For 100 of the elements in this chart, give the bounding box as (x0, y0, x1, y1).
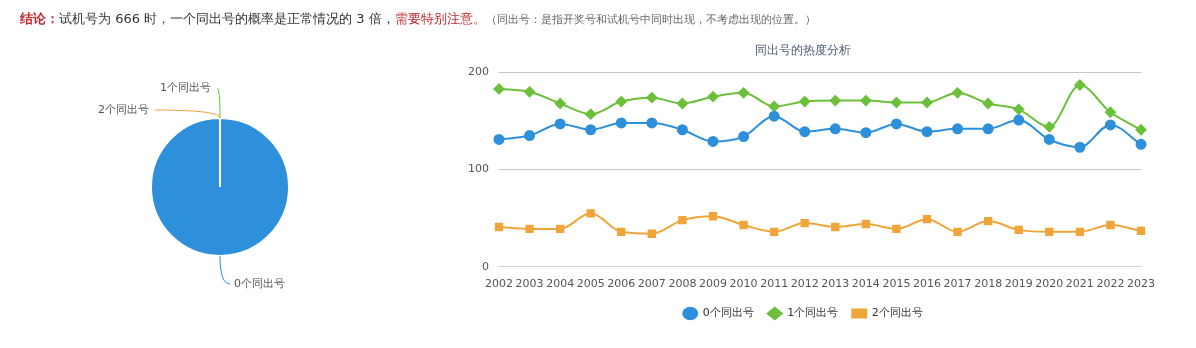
point (647, 229, 657, 238)
legend-label: 1个同出号 (787, 306, 839, 320)
point (1074, 79, 1086, 91)
point (554, 118, 566, 130)
point (829, 123, 841, 135)
point (982, 123, 994, 135)
point (952, 123, 964, 135)
y-tick-label: 0 (482, 259, 489, 273)
point (1075, 227, 1085, 236)
point (1013, 114, 1025, 126)
x-tick-label: 2012 (790, 277, 819, 291)
point (952, 87, 964, 99)
point (799, 126, 811, 138)
legend-label: 0个同出号 (702, 306, 754, 320)
point (708, 212, 718, 221)
point (953, 227, 962, 236)
text: 结论： (20, 11, 59, 26)
point (1043, 121, 1055, 133)
x-tick-label: 2005 (576, 277, 605, 291)
y-tick-label: 200 (468, 65, 489, 79)
point (890, 97, 902, 109)
point (1135, 124, 1147, 136)
point (617, 227, 626, 236)
point (1104, 119, 1116, 131)
point (768, 100, 780, 112)
point (799, 96, 811, 108)
x-tick-label: 2007 (637, 277, 666, 291)
x-tick-label: 2018 (974, 277, 1003, 291)
point (1043, 133, 1055, 145)
point (1135, 138, 1147, 150)
x-tick-label: 2021 (1065, 277, 1094, 291)
x-tick-label: 2019 (1004, 277, 1033, 291)
point (1074, 141, 1086, 153)
point (1045, 227, 1054, 236)
x-tick-label: 2016 (913, 277, 941, 291)
category-label: 2个同出号 (98, 102, 149, 116)
point (738, 131, 750, 143)
point (861, 219, 871, 229)
x-tick-label: 2011 (760, 277, 789, 291)
x-tick-label: 2014 (851, 277, 880, 291)
point (676, 98, 688, 109)
point (922, 214, 932, 224)
point (738, 87, 750, 99)
point (585, 124, 597, 136)
point (615, 117, 627, 129)
x-tick-label: 2009 (699, 277, 727, 291)
point (524, 86, 536, 98)
point (768, 110, 780, 122)
point (707, 91, 719, 103)
x-tick-label: 2004 (546, 277, 575, 291)
point (554, 98, 566, 109)
point (493, 133, 505, 145)
point (585, 108, 597, 120)
point (646, 117, 658, 129)
point (769, 227, 779, 236)
point (739, 220, 748, 230)
point (1013, 103, 1025, 115)
point (1106, 220, 1115, 230)
point (494, 222, 504, 232)
x-tick-label: 2008 (668, 277, 697, 291)
x-tick-label: 2010 (729, 277, 758, 291)
point (921, 126, 933, 138)
x-tick-label: 2002 (485, 277, 513, 291)
point (860, 127, 872, 139)
point (831, 222, 840, 232)
text: （同出号：是指开奖号和试机号中同时出现，不考虑出现的位置。） (485, 13, 816, 26)
point (525, 224, 534, 234)
point (524, 130, 536, 142)
x-tick-label: 2003 (515, 277, 544, 291)
x-tick-label: 2015 (882, 277, 911, 291)
point (860, 95, 872, 107)
point (921, 97, 933, 109)
legend-label: 2个同出号 (871, 306, 923, 320)
point (555, 224, 565, 234)
point (1104, 106, 1116, 118)
point (493, 83, 505, 95)
point (800, 218, 809, 228)
x-tick-label: 2022 (1096, 277, 1125, 291)
text: 需要特别注意。 (394, 11, 486, 26)
point (982, 98, 994, 109)
point (586, 209, 595, 218)
x-tick-label: 2013 (821, 277, 850, 291)
point (829, 95, 841, 107)
x-tick-label: 2020 (1035, 277, 1064, 291)
point (678, 215, 687, 225)
x-tick-label: 2017 (943, 277, 972, 291)
point (707, 135, 719, 147)
point (1014, 225, 1023, 235)
category-label: 1个同出号 (160, 80, 211, 94)
point (1136, 226, 1146, 236)
point (646, 92, 658, 104)
y-tick-label: 100 (468, 162, 489, 176)
point (615, 96, 627, 108)
text: 试机号为 666 时，一个同出号的概率是正常情况的 3 倍， (59, 11, 395, 26)
chart-title: 同出号的热度分析 (755, 43, 851, 58)
point (890, 118, 902, 130)
slice-label: 0个同出号 (234, 276, 285, 290)
point (983, 216, 993, 226)
x-tick-label: 2023 (1127, 277, 1155, 291)
point (892, 224, 901, 234)
